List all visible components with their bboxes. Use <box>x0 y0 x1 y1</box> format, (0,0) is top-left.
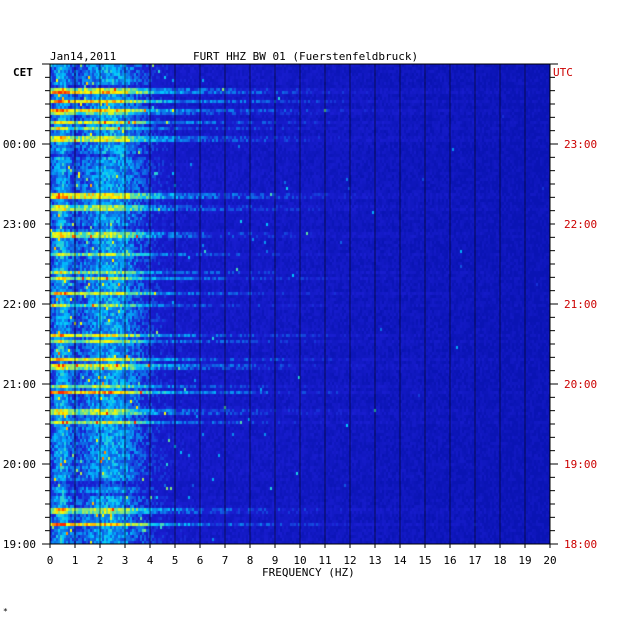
x-tick-label: 8 <box>247 554 254 567</box>
x-tick-label: 9 <box>272 554 279 567</box>
x-tick-label: 3 <box>122 554 129 567</box>
right-time-label: 23:00 <box>564 138 597 151</box>
frequency-grid <box>49 63 551 545</box>
x-tick-label: 4 <box>147 554 154 567</box>
x-tick-label: 11 <box>318 554 331 567</box>
right-time-label: 18:00 <box>564 538 597 551</box>
left-time-label: 23:00 <box>3 218 36 231</box>
x-tick-label: 1 <box>72 554 79 567</box>
axis-ticks <box>42 63 558 548</box>
right-time-label: 21:00 <box>564 298 597 311</box>
x-tick-label: 19 <box>518 554 531 567</box>
right-time-label: 20:00 <box>564 378 597 391</box>
x-tick-label: 7 <box>222 554 229 567</box>
x-tick-label: 15 <box>418 554 431 567</box>
axis-labels: 0 1 2 3 4 5 6 7 8 9 10 11 12 13 14 15 16 17 18 19 2000:0023:… <box>3 138 597 567</box>
left-time-label: 21:00 <box>3 378 36 391</box>
x-tick-label: 6 <box>197 554 204 567</box>
x-axis-title: FREQUENCY (HZ) <box>262 566 355 579</box>
left-time-label: 22:00 <box>3 298 36 311</box>
x-tick-label: 20 <box>543 554 556 567</box>
x-tick-label: 13 <box>368 554 381 567</box>
x-tick-label: 17 <box>468 554 481 567</box>
station-title: FURT HHZ BW 01 (Fuerstenfeldbruck) <box>193 50 418 63</box>
x-tick-label: 5 <box>172 554 179 567</box>
x-tick-label: 10 <box>293 554 306 567</box>
x-tick-label: 12 <box>343 554 356 567</box>
left-time-label: 00:00 <box>3 138 36 151</box>
date-label: Jan14,2011 <box>50 50 116 63</box>
right-axis-label: UTC <box>553 66 573 79</box>
right-time-label: 19:00 <box>564 458 597 471</box>
x-tick-label: 18 <box>493 554 506 567</box>
left-time-label: 19:00 <box>3 538 36 551</box>
footnote-mark: * <box>3 607 8 616</box>
x-tick-label: 14 <box>393 554 407 567</box>
left-time-label: 20:00 <box>3 458 36 471</box>
x-tick-label: 2 <box>97 554 104 567</box>
right-time-label: 22:00 <box>564 218 597 231</box>
x-tick-label: 0 <box>47 554 54 567</box>
x-tick-label: 16 <box>443 554 456 567</box>
left-axis-label: CET <box>13 66 33 79</box>
